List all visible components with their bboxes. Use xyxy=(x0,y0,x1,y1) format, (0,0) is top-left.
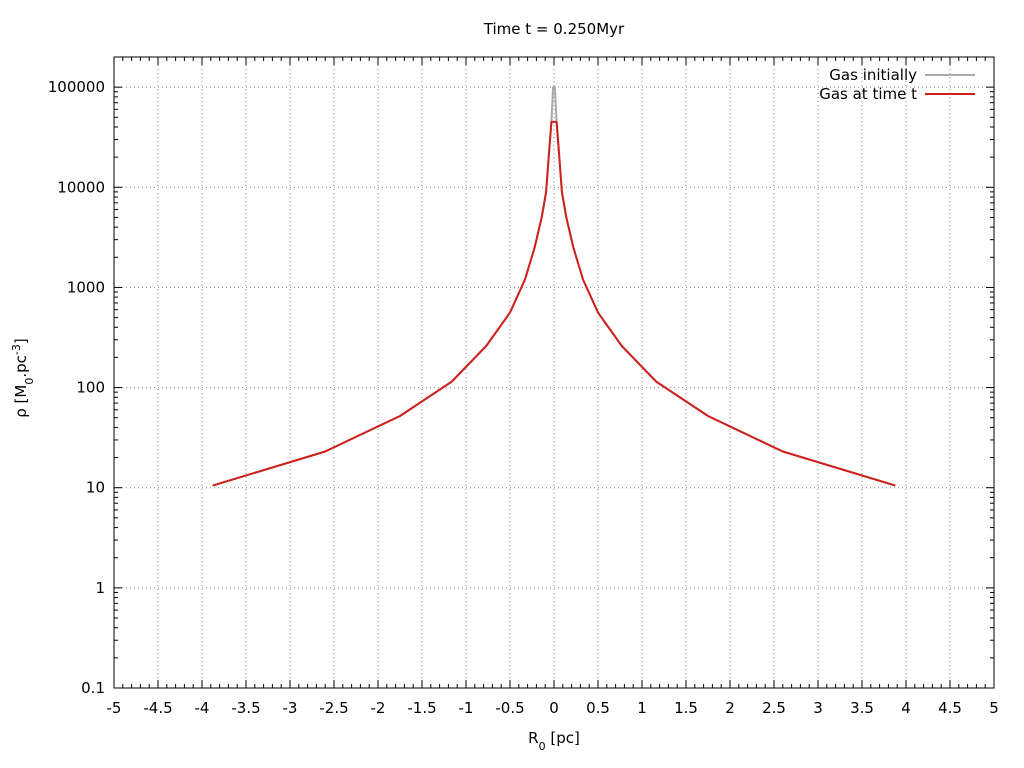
chart-title: Time t = 0.250Myr xyxy=(483,20,625,38)
y-label-prefix: ρ [M xyxy=(12,385,30,418)
x-label-subscript: 0 xyxy=(539,740,546,753)
y-label-superscript: -3 xyxy=(10,344,23,355)
x-tick-label: -0.5 xyxy=(495,699,524,717)
y-tick-label: 1 xyxy=(95,579,105,597)
y-axis-label: ρ [M0.pc-3] xyxy=(10,338,36,417)
x-tick-label: 2 xyxy=(725,699,735,717)
x-tick-label: 0 xyxy=(549,699,559,717)
legend-label: Gas at time t xyxy=(819,85,917,103)
x-tick-label: 3 xyxy=(813,699,823,717)
x-label-unit: [pc] xyxy=(546,729,580,747)
y-tick-label: 0.1 xyxy=(81,679,105,697)
x-tick-label: -3.5 xyxy=(231,699,260,717)
x-tick-label: -4 xyxy=(195,699,210,717)
axis-ticks: -5 -4.5 -4 -3.5 -3 -2.5 -2 -1.5 -1 -0.5 0 0.5 1 1.5 2 2… xyxy=(48,56,999,717)
x-tick-label: 2.5 xyxy=(762,699,786,717)
x-tick-label: -1 xyxy=(459,699,474,717)
x-tick-label: 3.5 xyxy=(850,699,874,717)
y-tick-label: 100 xyxy=(76,379,105,397)
x-tick-label: 4 xyxy=(901,699,911,717)
y-tick-label: 10000 xyxy=(57,178,105,196)
series-line-gas-at-time-t xyxy=(212,120,896,487)
x-tick-label: -5 xyxy=(107,699,122,717)
y-tick-label: 10 xyxy=(86,479,105,497)
y-label-suffix: ] xyxy=(12,338,30,344)
y-tick-label: 1000 xyxy=(67,278,105,296)
y-label-subscript: 0 xyxy=(23,378,36,385)
series-layer xyxy=(212,86,896,487)
x-tick-label: -2 xyxy=(371,699,386,717)
x-tick-label: 1 xyxy=(637,699,647,717)
grid xyxy=(114,57,994,688)
x-tick-label: -1.5 xyxy=(407,699,436,717)
x-tick-label: 0.5 xyxy=(586,699,610,717)
x-tick-label: 4.5 xyxy=(938,699,962,717)
x-tick-label: -3 xyxy=(283,699,298,717)
x-label-base: R xyxy=(528,729,538,747)
x-tick-label: -4.5 xyxy=(143,699,172,717)
legend-label: Gas initially xyxy=(829,66,917,84)
x-axis-label: R0 [pc] xyxy=(528,729,580,753)
x-tick-label: -2.5 xyxy=(319,699,348,717)
x-tick-label: 5 xyxy=(989,699,999,717)
y-label-mid: .pc xyxy=(12,355,30,378)
y-tick-label: 100000 xyxy=(48,78,105,96)
x-tick-label: 1.5 xyxy=(674,699,698,717)
